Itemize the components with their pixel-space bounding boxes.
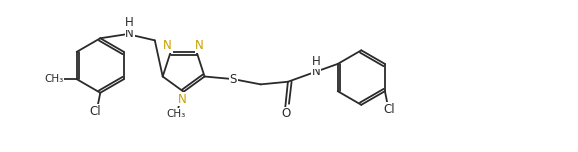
Text: Cl: Cl <box>89 105 101 118</box>
Text: N: N <box>178 93 187 106</box>
Text: O: O <box>281 107 291 120</box>
Text: N: N <box>312 65 321 78</box>
Text: Cl: Cl <box>383 103 395 116</box>
Text: N: N <box>195 39 204 52</box>
Text: H: H <box>312 55 321 68</box>
Text: CH₃: CH₃ <box>45 74 64 84</box>
Text: N: N <box>125 27 134 40</box>
Text: N: N <box>163 39 172 52</box>
Text: S: S <box>229 73 237 86</box>
Text: CH₃: CH₃ <box>166 109 186 119</box>
Text: H: H <box>125 16 134 29</box>
